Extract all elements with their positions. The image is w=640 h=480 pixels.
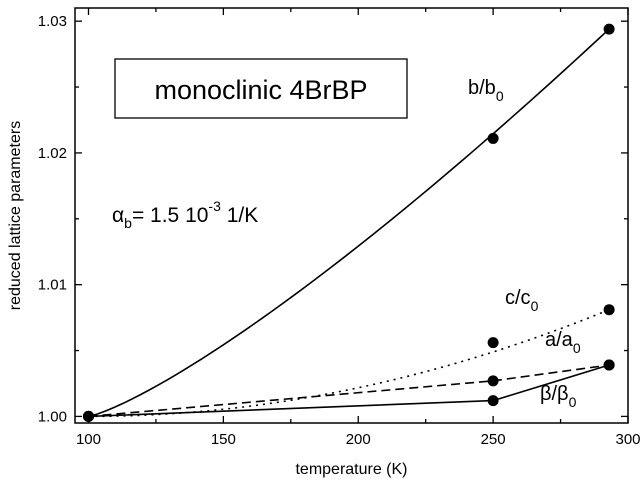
data-point [603,304,615,316]
series-line [88,28,610,418]
alpha-symbol: α [112,204,124,227]
plot-frame [74,7,629,424]
alpha-value: = 1.5 10 [132,204,208,227]
data-point [603,23,615,35]
series-label: c/c0 [505,287,539,314]
axis-ticks [75,8,629,423]
series-label: β/β0 [540,383,577,410]
data-point [82,410,94,422]
series-label: a/a0 [545,329,581,356]
data-point [487,337,499,349]
series-points [82,23,615,422]
data-point [487,395,499,407]
data-point [487,132,499,144]
data-point [487,375,499,387]
alpha-exponent: -3 [208,198,221,214]
data-point [603,359,615,371]
annotation-box [114,58,408,119]
expansion-coefficient-annotation: αb= 1.5 10-3 1/K [112,198,258,231]
tick-labels: 100 150 200 250 300 1.00 1.01 1.02 1.03 [38,13,640,448]
x-tick-label: 150 [211,431,236,448]
alpha-subscript: b [124,215,132,231]
x-tick-label: 200 [346,431,371,448]
series-line [88,308,610,418]
y-tick-label: 1.01 [38,277,67,294]
alpha-unit: 1/K [221,204,258,227]
x-tick-label: 300 [615,431,640,448]
y-tick-label: 1.03 [38,13,67,30]
series-labels: b/b0 c/c0a/a0 β/β0 [468,77,581,410]
series-label: b/b0 [468,77,504,104]
x-axis-title: temperature (K) [295,461,407,478]
series-line [88,364,610,418]
x-tick-label: 100 [76,431,101,448]
y-tick-label: 1.00 [38,408,67,425]
series-line [88,364,610,418]
x-tick-label: 250 [481,431,506,448]
annotation-box-text: monoclinic 4BrBP [154,75,367,105]
y-tick-label: 1.02 [38,145,67,162]
y-axis-title: reduced lattice parameters [7,121,24,310]
